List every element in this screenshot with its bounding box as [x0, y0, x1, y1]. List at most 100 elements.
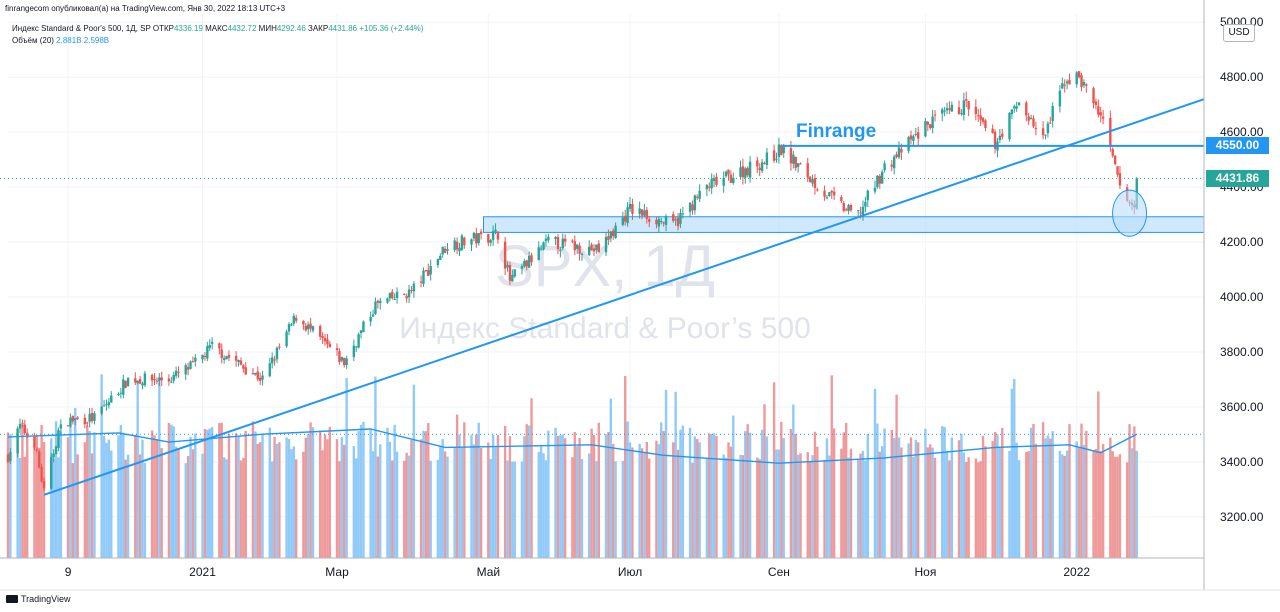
volume-bar: [698, 442, 701, 558]
candle-body: [508, 265, 512, 281]
volume-bar: [571, 457, 574, 558]
volume-bar: [201, 453, 204, 558]
tradingview-label: TradingView: [21, 594, 71, 604]
volume-bar: [929, 444, 932, 558]
candle-body: [799, 163, 802, 165]
candle-body: [561, 238, 564, 249]
candle-body: [974, 106, 978, 115]
volume-bar: [52, 458, 55, 558]
candle-body: [520, 266, 524, 269]
volume-bar: [258, 442, 262, 558]
candle-body: [422, 270, 425, 284]
candle-body: [578, 245, 581, 254]
volume-bar: [945, 450, 949, 558]
volume-bar: [1058, 450, 1062, 558]
candle-body: [712, 178, 716, 181]
volume-bar: [830, 375, 833, 558]
candle-body: [311, 326, 315, 331]
volume-bar: [491, 435, 495, 558]
candle-body: [880, 171, 884, 184]
volume-bar: [777, 449, 781, 558]
candle-body: [876, 175, 879, 188]
candle-body: [688, 202, 692, 212]
volume-label[interactable]: Объём (20): [12, 36, 54, 45]
symbol-name[interactable]: Индекс Standard & Poor's 500, 1Д, SP: [12, 24, 151, 33]
volume-bar: [931, 447, 934, 558]
candle-body: [806, 163, 809, 178]
candle-body: [825, 197, 829, 199]
candle-body: [842, 202, 845, 211]
candle-body: [494, 229, 497, 232]
volume-bar: [105, 442, 108, 558]
volume-bar: [422, 430, 425, 558]
candle-body: [612, 230, 615, 237]
volume-bar: [624, 376, 627, 558]
candle-body: [1013, 106, 1016, 109]
volume-bar: [170, 424, 173, 558]
trend-line: [43, 98, 1205, 496]
volume-bar: [294, 459, 298, 558]
volume-bar: [780, 421, 783, 558]
candle-body: [1077, 71, 1081, 78]
volume-bar: [340, 437, 344, 558]
volume-bar: [688, 427, 692, 558]
volume-bar: [138, 454, 142, 558]
volume-bar: [1099, 451, 1102, 558]
volume-bar: [256, 443, 259, 558]
candle-body: [909, 135, 913, 140]
candle-body: [294, 317, 298, 321]
volume-bar: [40, 425, 43, 558]
candle-body: [412, 283, 416, 292]
volume-bar: [866, 433, 869, 558]
candle-body: [1118, 173, 1122, 186]
volume-bar: [996, 434, 999, 558]
candle-body: [119, 392, 123, 394]
y-tick-label: 3800.00: [1220, 345, 1264, 359]
candle-body: [724, 171, 728, 177]
volume-bar: [239, 460, 243, 558]
volume-bar: [222, 457, 226, 558]
candle-body: [847, 204, 850, 211]
candle-body: [453, 240, 456, 251]
candle-body: [1068, 80, 1071, 85]
candle-body: [251, 372, 255, 375]
volume-bar: [556, 435, 560, 558]
volume-bar: [126, 454, 130, 558]
volume-bar: [102, 436, 106, 558]
candle-body: [777, 144, 781, 158]
volume-bar: [487, 442, 490, 558]
candle-body: [59, 424, 63, 429]
candle-body: [789, 148, 793, 164]
support-zone-rect: [483, 216, 1205, 233]
volume-bar: [912, 456, 915, 558]
candle-body: [722, 178, 725, 186]
volume-bar: [419, 439, 423, 558]
volume-bar: [369, 429, 372, 558]
candle-body: [931, 116, 934, 129]
currency-button[interactable]: USD: [1223, 24, 1255, 42]
candle-body: [866, 190, 869, 201]
candle-body: [136, 380, 139, 383]
volume-bar: [234, 433, 238, 558]
tradingview-footer[interactable]: TradingView: [6, 594, 71, 604]
candle-body: [16, 428, 19, 454]
candle-body: [662, 222, 665, 224]
volume-bar: [693, 436, 697, 558]
volume-bar: [71, 463, 75, 558]
candle-body: [304, 325, 307, 331]
candle-body: [470, 239, 473, 245]
volume-bar: [609, 398, 613, 558]
volume-bar: [460, 447, 464, 558]
candle-body: [900, 148, 903, 153]
last-price-tag: 4431.86: [1206, 169, 1269, 187]
candle-body: [237, 359, 240, 363]
volume-bar: [227, 433, 231, 558]
candle-body: [170, 381, 173, 383]
volume-bar: [672, 442, 675, 558]
candle-body: [892, 156, 896, 169]
volume-bar: [1068, 424, 1071, 558]
volume-bar: [590, 428, 593, 558]
volume-bar: [748, 432, 752, 558]
volume-bar: [335, 439, 339, 558]
